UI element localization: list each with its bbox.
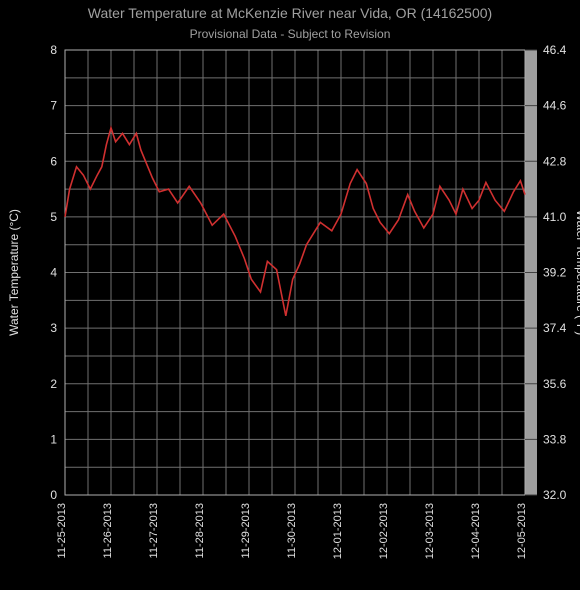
svg-text:7: 7 bbox=[50, 99, 57, 113]
svg-text:6: 6 bbox=[50, 154, 57, 168]
svg-text:12-05-2013: 12-05-2013 bbox=[516, 503, 528, 559]
svg-text:33.8: 33.8 bbox=[543, 432, 567, 446]
svg-text:12-02-2013: 12-02-2013 bbox=[378, 503, 390, 559]
svg-text:41.0: 41.0 bbox=[543, 210, 567, 224]
chart-title: Water Temperature at McKenzie River near… bbox=[88, 5, 492, 21]
svg-text:11-28-2013: 11-28-2013 bbox=[194, 503, 206, 558]
svg-text:32.0: 32.0 bbox=[543, 488, 567, 502]
svg-text:2: 2 bbox=[50, 377, 57, 391]
chart-svg: Water Temperature at McKenzie River near… bbox=[0, 0, 580, 590]
svg-text:42.8: 42.8 bbox=[543, 154, 567, 168]
svg-text:46.4: 46.4 bbox=[543, 43, 567, 57]
svg-text:11-30-2013: 11-30-2013 bbox=[286, 503, 298, 558]
x-ticks: 11-25-2013 11-26-2013 11-27-2013 11-28-2013… bbox=[56, 503, 528, 559]
y-right-axis-title: Water Temperature (°F) bbox=[574, 210, 580, 336]
y-left-axis-title: Water Temperature (°C) bbox=[7, 209, 21, 336]
svg-text:0: 0 bbox=[50, 488, 57, 502]
svg-text:1: 1 bbox=[50, 432, 57, 446]
svg-text:12-04-2013: 12-04-2013 bbox=[470, 503, 482, 559]
svg-text:11-25-2013: 11-25-2013 bbox=[56, 503, 68, 558]
svg-text:12-01-2013: 12-01-2013 bbox=[332, 503, 344, 559]
svg-text:35.6: 35.6 bbox=[543, 377, 567, 391]
svg-text:11-29-2013: 11-29-2013 bbox=[240, 503, 252, 558]
svg-text:44.6: 44.6 bbox=[543, 99, 567, 113]
svg-text:11-26-2013: 11-26-2013 bbox=[102, 503, 114, 558]
svg-text:5: 5 bbox=[50, 210, 57, 224]
svg-text:39.2: 39.2 bbox=[543, 266, 567, 280]
chart-container: Water Temperature at McKenzie River near… bbox=[0, 0, 580, 590]
svg-text:12-03-2013: 12-03-2013 bbox=[424, 503, 436, 559]
svg-text:37.4: 37.4 bbox=[543, 321, 567, 335]
svg-text:3: 3 bbox=[50, 321, 57, 335]
chart-subtitle: Provisional Data - Subject to Revision bbox=[190, 27, 391, 41]
svg-text:11-27-2013: 11-27-2013 bbox=[148, 503, 160, 558]
svg-text:4: 4 bbox=[50, 266, 57, 280]
y-left-ticks: 0 1 2 3 4 5 6 7 8 bbox=[50, 43, 57, 502]
svg-text:8: 8 bbox=[50, 43, 57, 57]
